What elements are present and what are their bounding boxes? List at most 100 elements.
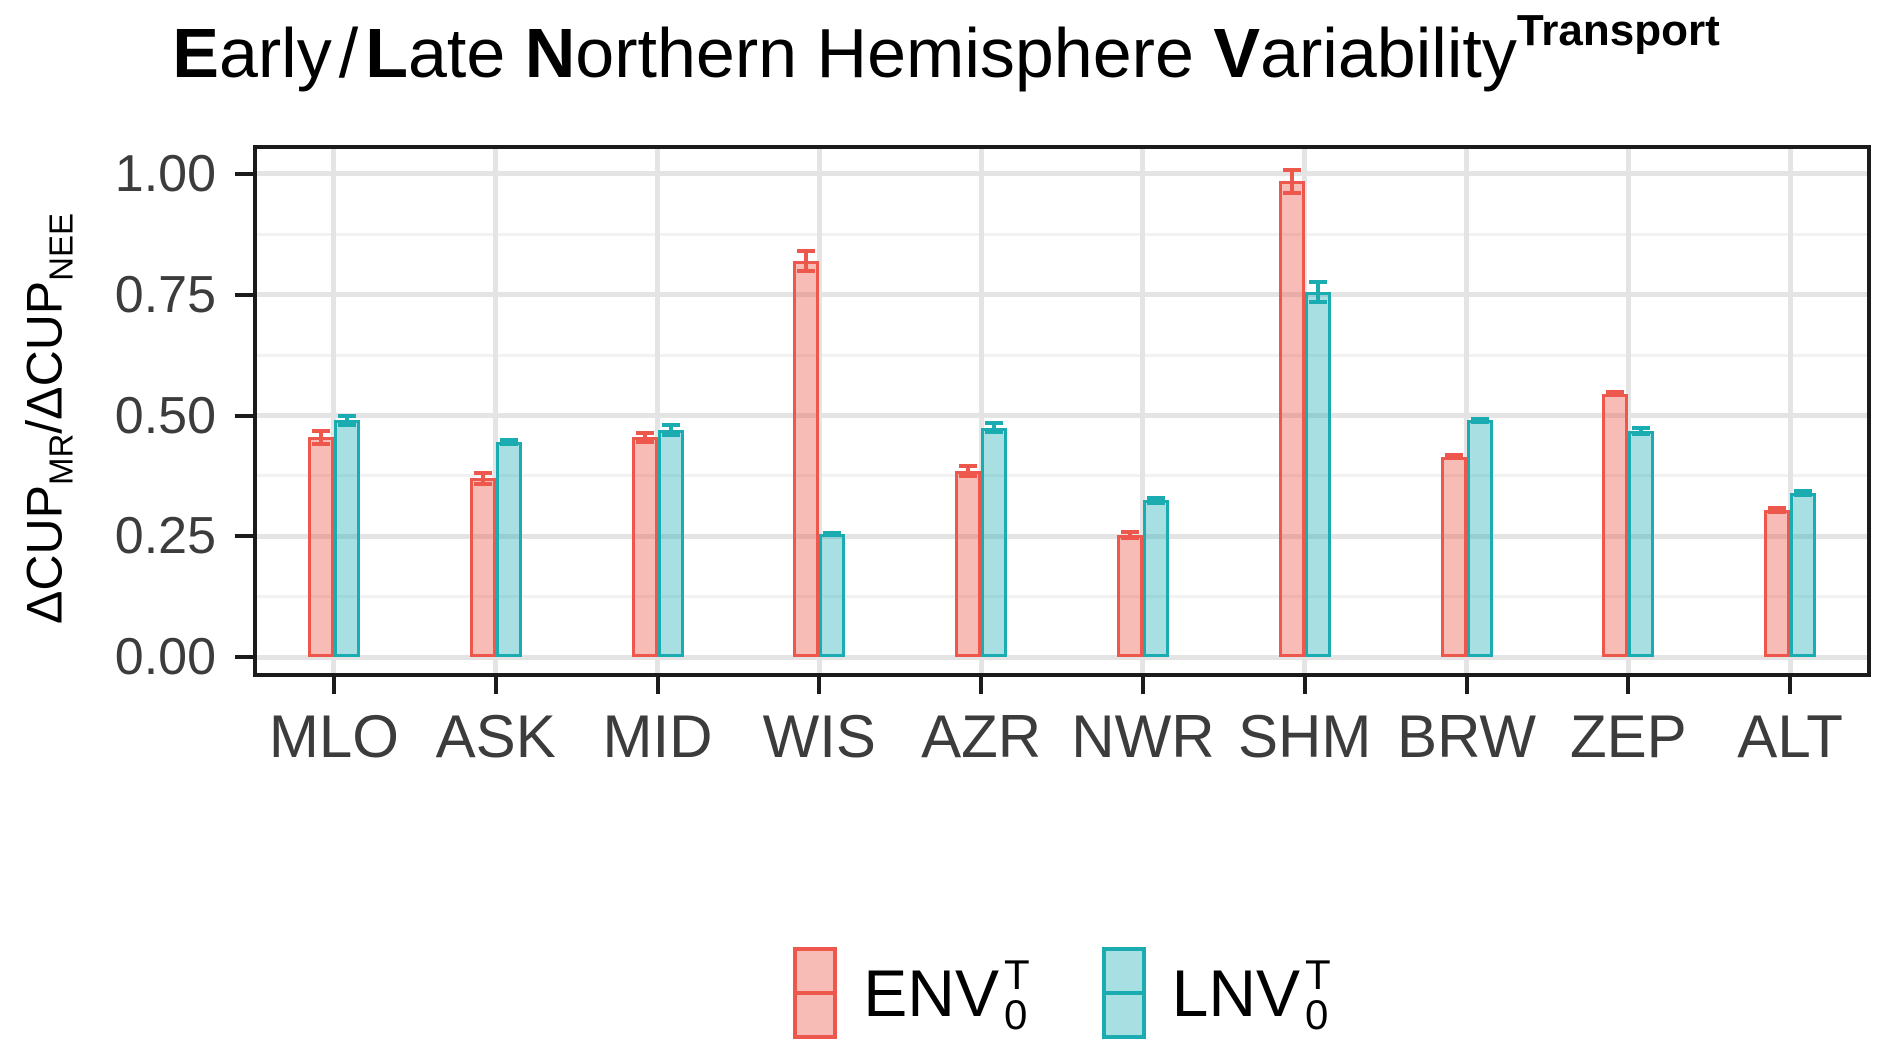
- title-segment: orthern Hemisphere: [575, 14, 1214, 92]
- legend-key-env: [793, 947, 838, 1039]
- errorbar-cap-top: [1794, 488, 1813, 493]
- gridline-major-y: [257, 654, 1867, 660]
- gridline-major-x: [816, 149, 822, 673]
- errorbar-cap-top: [797, 249, 816, 254]
- errorbar-cap-bottom: [959, 473, 978, 478]
- x-axis-tick: [979, 677, 984, 694]
- y-tick-label: 0.50: [114, 386, 216, 445]
- bar-lnv-mid: [657, 430, 684, 658]
- x-tick-label: WIS: [762, 703, 876, 770]
- errorbar-cap-bottom: [1282, 190, 1301, 195]
- legend-label-env: ENV T 0: [863, 951, 1030, 1038]
- legend: ENV T 0 LNV T 0: [253, 938, 1871, 1048]
- y-axis-tick: [235, 534, 253, 539]
- legend-label-subscript: 0: [1305, 991, 1329, 1038]
- legend-key-midline: [797, 991, 834, 995]
- legend-label-subscript: 0: [1004, 991, 1028, 1038]
- errorbar-cap-top: [635, 431, 654, 436]
- bar-env-azr: [955, 471, 982, 658]
- legend-series-name: ENV: [863, 956, 999, 1030]
- errorbar-cap-top: [337, 413, 356, 418]
- gridline-major-y: [257, 171, 1867, 177]
- y-axis-tick: [235, 413, 253, 418]
- errorbar-whisker: [1801, 489, 1806, 497]
- errorbar-whisker: [318, 430, 323, 445]
- bar-lnv-nwr: [1142, 500, 1169, 658]
- gridline-major-y: [257, 533, 1867, 539]
- title-segment: arly: [218, 14, 332, 92]
- x-tick-label: ZEP: [1569, 703, 1687, 770]
- errorbar-whisker: [1127, 531, 1132, 539]
- errorbar-cap-bottom: [661, 433, 680, 438]
- errorbar-cap-bottom: [1444, 456, 1463, 461]
- errorbar-whisker: [1289, 168, 1294, 194]
- errorbar-cap-top: [661, 422, 680, 427]
- legend-item-env: ENV T 0: [793, 947, 1030, 1039]
- errorbar-cap-bottom: [1606, 393, 1625, 398]
- bar-env-nwr: [1116, 534, 1143, 658]
- errorbar-cap-bottom: [473, 481, 492, 486]
- errorbar-cap-top: [1444, 453, 1463, 458]
- title-segment: V: [1213, 14, 1261, 92]
- x-axis-tick: [331, 677, 336, 694]
- errorbar-cap-top: [1120, 530, 1139, 535]
- legend-label-superscript: T: [1004, 951, 1030, 999]
- errorbar-cap-bottom: [797, 268, 816, 273]
- errorbar-cap-top: [1606, 390, 1625, 395]
- errorbar-whisker: [966, 465, 971, 477]
- x-axis-tick: [1626, 677, 1631, 694]
- title-superscript: Transport: [1516, 6, 1720, 55]
- errorbar-cap-bottom: [337, 423, 356, 428]
- errorbar-whisker: [480, 472, 485, 485]
- errorbar-cap-top: [499, 438, 518, 443]
- x-tick-label: NWR: [1071, 703, 1215, 770]
- y-tick-label: 0.00: [114, 628, 216, 687]
- errorbar-whisker: [1315, 281, 1320, 304]
- errorbar-cap-top: [985, 421, 1004, 426]
- errorbar-whisker: [992, 422, 997, 433]
- errorbar-cap-top: [1470, 417, 1489, 421]
- title-segment: N: [524, 14, 576, 92]
- errorbar-cap-bottom: [635, 439, 654, 444]
- errorbar-cap-top: [1308, 280, 1327, 285]
- y-tick-label: 1.00: [114, 144, 216, 203]
- bar-env-ask: [469, 478, 496, 658]
- bar-lnv-zep: [1628, 431, 1655, 658]
- errorbar-cap-top: [1282, 167, 1301, 172]
- errorbar-cap-top: [473, 471, 492, 476]
- gridline-major-y: [257, 413, 1867, 419]
- legend-key-midline: [1105, 991, 1142, 995]
- gridline-minor-y: [257, 353, 1867, 357]
- errorbar-cap-bottom: [1308, 300, 1327, 305]
- errorbar-cap-bottom: [985, 429, 1004, 434]
- legend-key-lnv: [1101, 947, 1146, 1039]
- gridline-major-x: [493, 149, 499, 673]
- bar-lnv-wis: [819, 533, 846, 658]
- x-axis-tick: [1302, 677, 1307, 694]
- errorbar-cap-top: [1768, 505, 1787, 510]
- chart-title: Early / Late Northern Hemisphere Variabili…: [0, 6, 1892, 93]
- errorbar-cap-bottom: [311, 441, 330, 446]
- errorbar-whisker: [668, 423, 673, 437]
- x-axis-tick: [1788, 677, 1793, 694]
- errorbar-cap-top: [959, 464, 978, 469]
- x-tick-label: ASK: [435, 703, 556, 770]
- x-axis-tick: [655, 677, 660, 694]
- gridline-major-x: [978, 149, 984, 673]
- y-tick-label: 0.25: [114, 507, 216, 566]
- errorbar-cap-bottom: [1146, 500, 1165, 505]
- errorbar-whisker: [344, 414, 349, 427]
- errorbar-cap-bottom: [823, 532, 842, 537]
- legend-label-superscript: T: [1305, 951, 1331, 999]
- errorbar-cap-bottom: [1768, 509, 1787, 514]
- errorbar-cap-top: [311, 429, 330, 434]
- gridline-major-x: [655, 149, 660, 673]
- title-segment: L: [365, 14, 408, 92]
- errorbar-cap-bottom: [1470, 419, 1489, 424]
- y-axis-tick: [235, 292, 253, 297]
- x-tick-label: BRW: [1397, 703, 1536, 770]
- x-tick-label: AZR: [921, 703, 1042, 770]
- bar-env-alt: [1764, 509, 1791, 658]
- gridline-major-x: [1787, 149, 1793, 673]
- plot-panel-border: [253, 145, 1871, 677]
